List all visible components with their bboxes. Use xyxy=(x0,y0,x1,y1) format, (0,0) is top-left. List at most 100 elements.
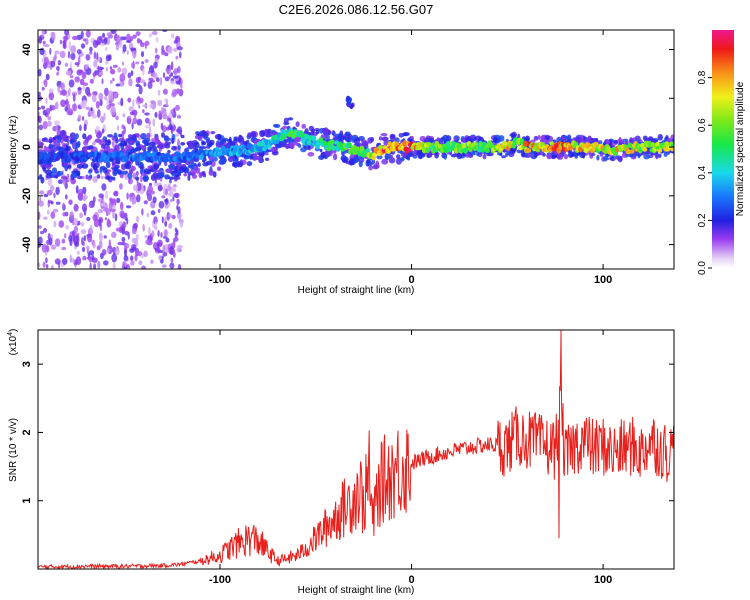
spectrogram-halo-dot xyxy=(96,132,102,139)
spectrogram-noise-dot xyxy=(54,50,60,55)
spectrogram-halo-dot xyxy=(381,158,389,165)
spectrogram-noise-dot xyxy=(170,80,175,85)
spectrogram-noise-dot xyxy=(89,225,93,234)
spectrogram-halo-dot xyxy=(157,172,164,179)
spectrogram-noise-dot xyxy=(150,79,155,83)
spectrogram-halo-dot xyxy=(102,167,108,174)
spectrogram-noise-dot xyxy=(57,85,60,93)
spectrogram-noise-dot xyxy=(120,36,124,41)
spectrogram-noise-dot xyxy=(101,249,107,256)
spectrogram-halo-dot xyxy=(88,169,92,174)
spectrogram-noise-dot xyxy=(118,221,123,227)
spectrogram-noise-dot xyxy=(162,244,165,253)
spectrogram-halo-dot xyxy=(180,134,185,139)
spectrogram-noise-dot xyxy=(97,198,104,202)
spectrogram-halo-dot xyxy=(205,139,211,144)
plot1-y-ticks: -40 -20 0 20 40 xyxy=(21,43,674,253)
spectrogram-halo-dot xyxy=(506,149,512,156)
spectrogram-noise-dot xyxy=(103,37,108,42)
spectrogram-noise-dot xyxy=(123,125,126,135)
spectrogram-noise-dot xyxy=(68,235,73,243)
spectrogram-noise-dot xyxy=(143,200,148,205)
colorbar-ticks: 0.0 0.2 0.4 0.6 0.8 xyxy=(697,70,712,275)
spectrogram-noise-dot xyxy=(126,50,129,55)
spectrogram-halo-dot xyxy=(443,153,447,160)
spectrogram-noise-dot xyxy=(75,256,82,266)
spectrogram-noise-dot xyxy=(177,264,182,269)
spectrogram-halo-dot xyxy=(127,134,133,139)
spectrogram-halo-dot xyxy=(657,134,663,141)
spectrogram-noise-dot xyxy=(136,194,141,203)
spectrogram-halo-dot xyxy=(74,170,80,175)
spectrogram-noise-dot xyxy=(116,197,121,204)
y-tick-label: 3 xyxy=(21,361,33,367)
spectrogram-noise-dot xyxy=(179,51,182,59)
spectrogram-noise-dot xyxy=(128,106,134,112)
spectrogram-noise-dot xyxy=(135,83,141,88)
spectrogram-noise-dot xyxy=(174,227,178,233)
spectrogram-noise-dot xyxy=(135,233,139,242)
spectrogram-noise-dot xyxy=(170,72,174,77)
spectrogram-noise-dot xyxy=(180,84,183,89)
spectrogram-noise-dot xyxy=(77,87,82,91)
spectrogram-ridge-dot xyxy=(258,146,264,153)
spectrogram-halo-dot xyxy=(156,144,164,149)
spectrogram-noise-dot xyxy=(103,260,109,266)
spectrogram-halo-dot xyxy=(197,162,201,168)
spectrogram-noise-dot xyxy=(92,196,96,203)
spectrogram-halo-dot xyxy=(95,170,100,174)
spectrogram-noise-dot xyxy=(173,67,178,76)
spectrogram-noise-dot xyxy=(92,72,96,77)
spectrogram-noise-dot xyxy=(90,107,93,112)
spectrogram-noise-dot xyxy=(97,109,101,118)
spectrogram-halo-dot xyxy=(376,154,383,160)
spectrogram-halo-dot xyxy=(48,139,53,144)
spectrogram-noise-dot xyxy=(52,208,59,213)
spectrogram-halo-dot xyxy=(107,134,113,138)
spectrogram-halo-dot xyxy=(324,149,332,157)
spectrogram-halo-dot xyxy=(120,140,127,147)
spectrogram-halo-dot xyxy=(408,153,415,157)
spectrogram-noise-dot xyxy=(145,239,150,245)
spectrogram-noise-dot xyxy=(100,202,105,207)
spectrogram-halo-dot xyxy=(315,129,320,135)
spectrogram-noise-dot xyxy=(61,246,67,251)
spectrogram-noise-dot xyxy=(174,192,180,199)
spectrogram-noise-dot xyxy=(98,208,102,213)
spectrogram-halo-dot xyxy=(257,155,263,161)
spectrogram-halo-dot xyxy=(96,174,101,179)
spectrogram-halo-dot xyxy=(98,139,105,146)
spectrogram-halo-dot xyxy=(201,140,205,146)
spectrogram-noise-dot xyxy=(115,45,119,51)
spectrogram-noise-dot xyxy=(74,76,80,83)
spectrogram-noise-dot xyxy=(149,103,154,109)
spectrogram-halo-dot xyxy=(232,156,239,163)
spectrogram-noise-dot xyxy=(96,52,99,61)
spectrogram-noise-dot xyxy=(155,47,158,54)
snr-series-line xyxy=(38,330,674,569)
spectrogram-noise-dot xyxy=(47,200,54,204)
spectrogram-halo-dot xyxy=(187,174,191,181)
spectrogram-noise-dot xyxy=(78,69,84,74)
spectrogram-noise-dot xyxy=(106,104,111,111)
spectrogram-noise-dot xyxy=(43,78,48,88)
spectrogram-noise-dot xyxy=(157,184,163,192)
spectrogram-noise-dot xyxy=(49,47,52,55)
spectrogram-halo-dot xyxy=(372,164,379,170)
spectrogram-halo-dot xyxy=(605,139,610,145)
spectrogram-halo-dot xyxy=(274,124,281,128)
spectrogram-noise-dot xyxy=(168,214,174,218)
spectrogram-noise-dot xyxy=(117,241,124,246)
spectrogram-halo-dot xyxy=(610,156,614,161)
spectrogram-halo-dot xyxy=(152,171,158,179)
spectrogram-noise-dot xyxy=(45,257,48,264)
spectrogram-noise-dot xyxy=(38,68,42,77)
spectrogram-halo-dot xyxy=(589,137,595,143)
spectrogram-noise-dot xyxy=(53,192,56,199)
spectrogram-noise-dot xyxy=(61,238,66,244)
spectrogram-halo-dot xyxy=(159,167,164,171)
spectrogram-noise-dot xyxy=(170,61,174,71)
spectrogram-panel: -100 0 100 -40 -20 0 20 40 Height of straight … xyxy=(8,29,675,296)
spectrogram-noise-dot xyxy=(106,32,113,37)
